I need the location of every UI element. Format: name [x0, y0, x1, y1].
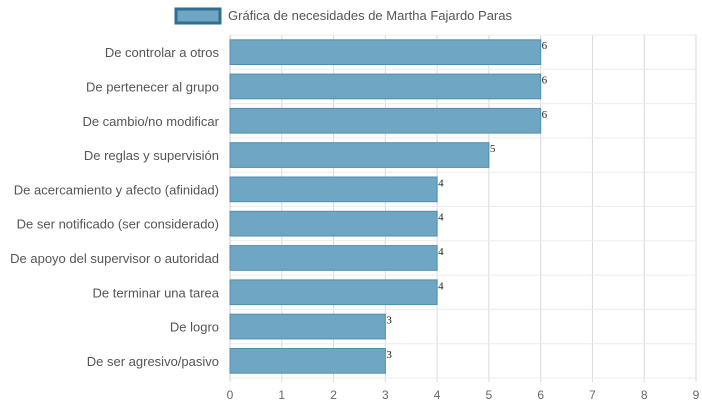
bar — [229, 176, 438, 203]
bar — [229, 313, 386, 340]
category-labels: De controlar a otros De pertenecer al gru… — [10, 45, 220, 369]
category-label: De apoyo del supervisor o autoridad — [10, 251, 219, 266]
category-label: De terminar una tarea — [93, 285, 220, 300]
data-label: 4 — [438, 212, 444, 224]
data-label: 4 — [438, 246, 444, 258]
x-axis-ticks: 0 1 2 3 4 5 6 7 8 9 — [227, 388, 700, 402]
data-label: 4 — [438, 177, 444, 189]
x-tick-label: 3 — [382, 388, 389, 402]
legend-swatch — [174, 7, 222, 25]
data-label: 6 — [542, 40, 548, 52]
bar — [229, 142, 490, 168]
bar — [229, 245, 438, 271]
data-label: 5 — [490, 143, 496, 155]
category-label: De ser notificado (ser considerado) — [17, 217, 219, 232]
x-tick-label: 7 — [589, 388, 596, 402]
data-label: 6 — [542, 74, 548, 86]
x-tick-label: 5 — [486, 388, 493, 402]
data-label: 6 — [542, 109, 548, 121]
bar — [229, 279, 438, 306]
category-label: De logro — [170, 320, 219, 335]
category-label: De ser agresivo/pasivo — [87, 354, 219, 369]
x-tick-label: 6 — [537, 388, 544, 402]
category-label: De cambio/no modificar — [82, 114, 219, 129]
data-label: 3 — [386, 349, 392, 361]
legend[interactable]: Gráfica de necesidades de Martha Fajardo… — [174, 7, 512, 25]
x-tick-label: 8 — [641, 388, 648, 402]
bar — [229, 210, 438, 237]
bar — [229, 39, 542, 65]
x-tick-label: 0 — [227, 388, 234, 402]
bar — [229, 348, 386, 374]
category-label: De reglas y supervisión — [84, 148, 219, 163]
legend-label: Gráfica de necesidades de Martha Fajardo… — [228, 8, 512, 23]
category-label: De controlar a otros — [105, 45, 220, 60]
data-label: 3 — [386, 315, 392, 327]
x-tick-label: 4 — [434, 388, 441, 402]
bars: 6 6 6 5 4 4 4 4 3 3 — [229, 39, 548, 374]
x-tick-label: 1 — [278, 388, 285, 402]
x-tick-label: 2 — [330, 388, 337, 402]
category-label: De pertenecer al grupo — [86, 79, 219, 94]
data-label: 4 — [438, 280, 444, 292]
bar — [229, 73, 542, 100]
bar — [229, 107, 542, 134]
category-label: De acercamiento y afecto (afinidad) — [14, 182, 219, 197]
x-tick-label: 9 — [693, 388, 700, 402]
